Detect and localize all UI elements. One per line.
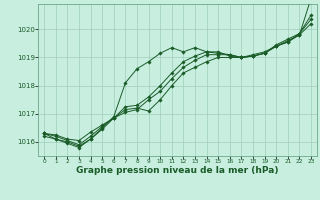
- X-axis label: Graphe pression niveau de la mer (hPa): Graphe pression niveau de la mer (hPa): [76, 166, 279, 175]
